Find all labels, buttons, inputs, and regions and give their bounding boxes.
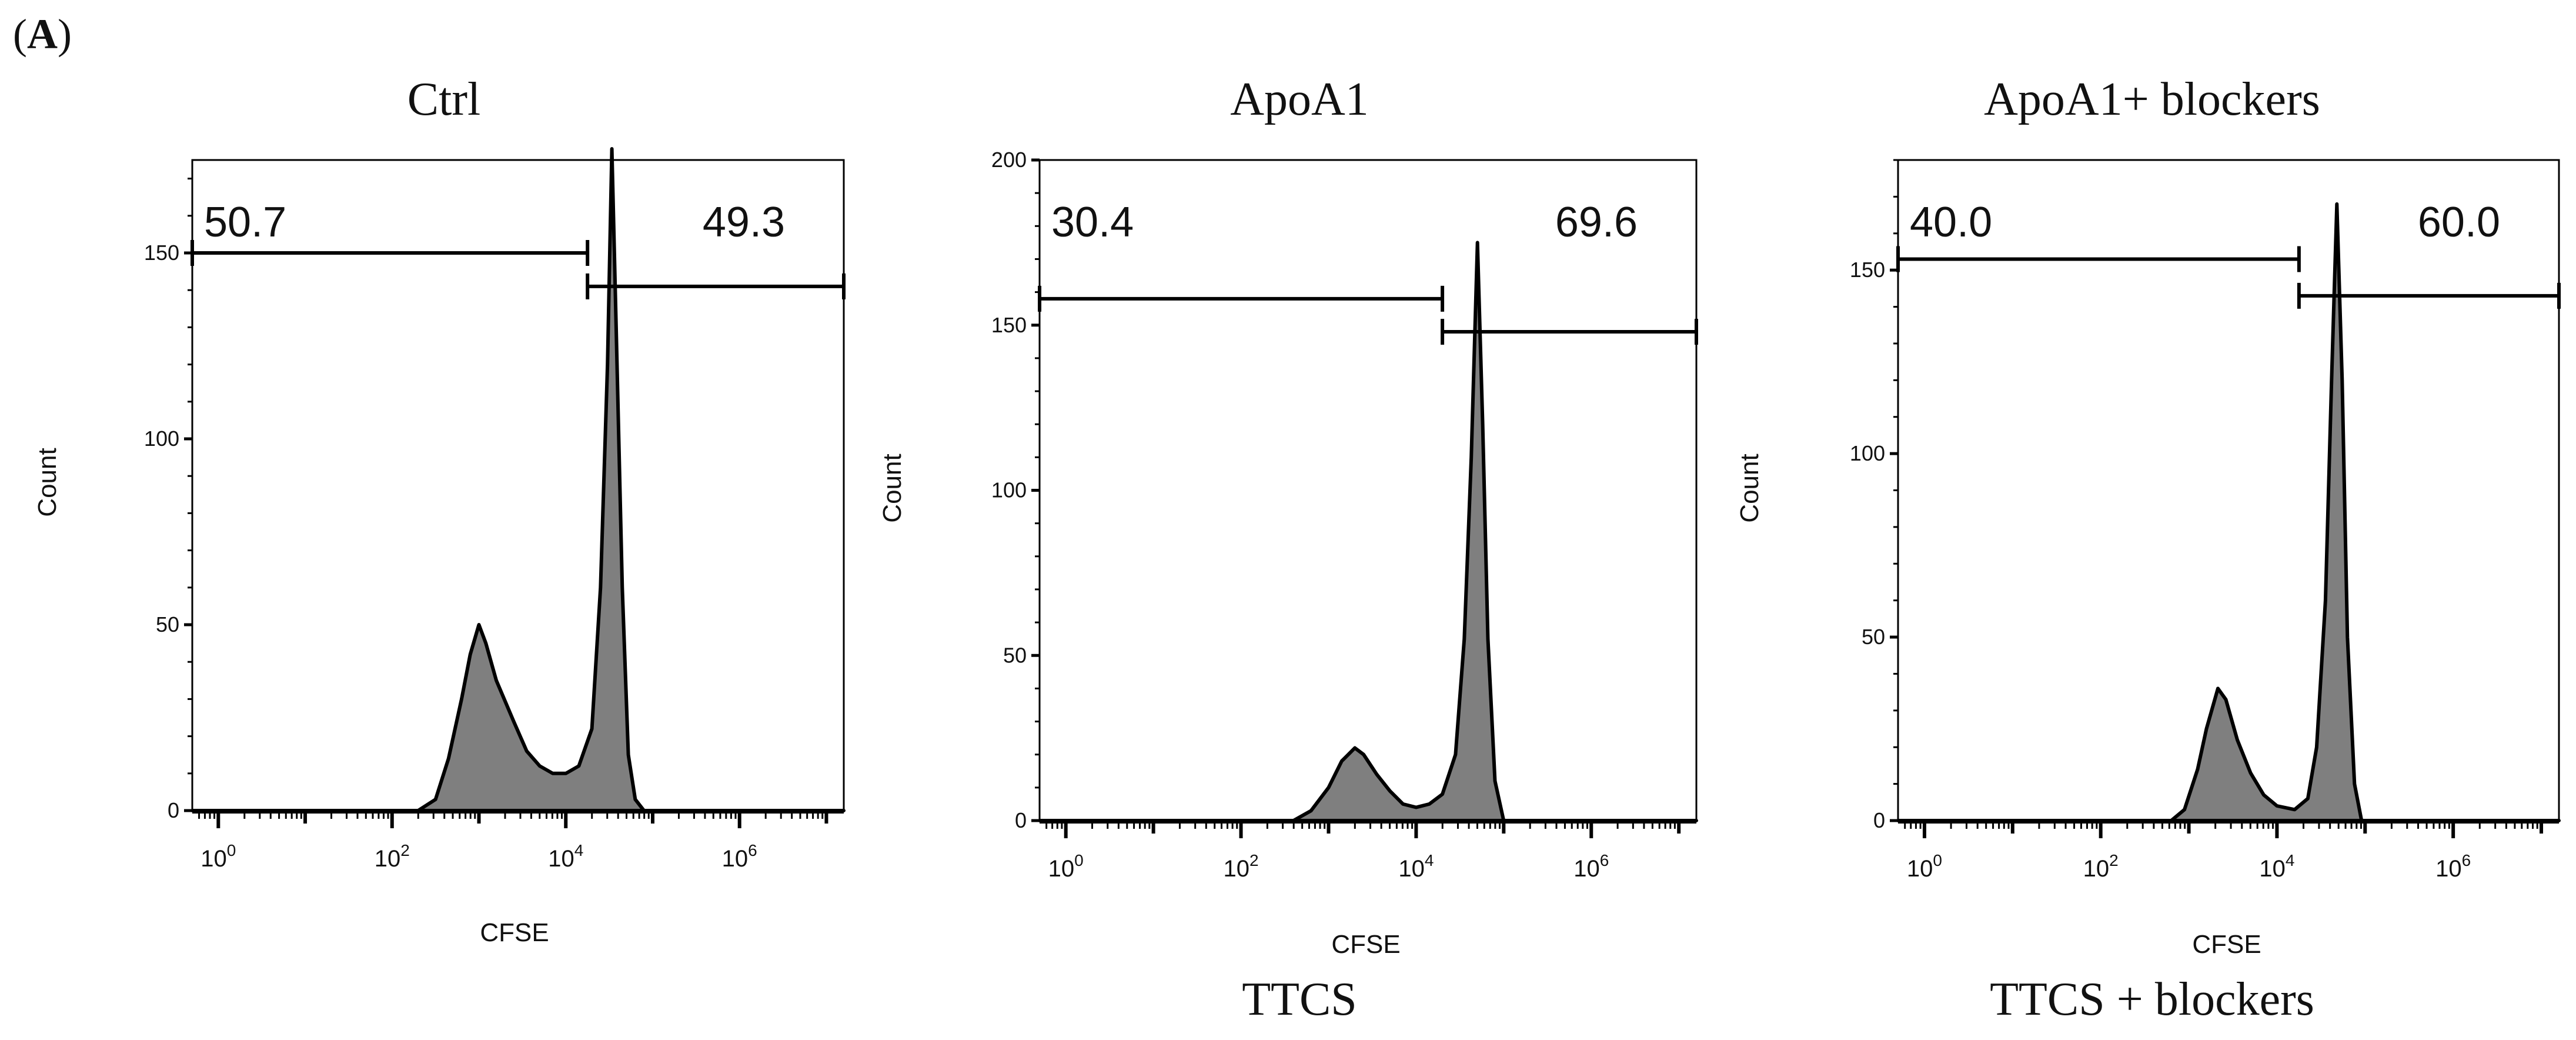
gate-label: 30.4 <box>1051 199 1134 246</box>
y-tick-label: 150 <box>1850 258 1885 282</box>
gate-label: 60.0 <box>2418 199 2500 246</box>
x-axis-label: CFSE <box>1331 930 1400 959</box>
x-tick-label: 106 <box>1573 851 1609 882</box>
plot-frame <box>1038 159 1698 822</box>
chart-title: Ctrl <box>407 74 480 125</box>
panel-apoa1-blockers: ApoA1+ blockers 0 50 100 150 100 102 104 106 40.… <box>1735 74 2561 1025</box>
chart-subtitle: TTCS + blockers <box>1990 974 2314 1025</box>
y-axis-label: Count <box>1735 454 1764 522</box>
y-tick-label: 50 <box>1862 625 1885 649</box>
x-tick-label: 104 <box>548 841 583 872</box>
chart-subtitle: TTCS <box>1242 974 1357 1025</box>
x-tick-label: 100 <box>1048 851 1084 882</box>
x-tick-label: 102 <box>2083 851 2119 882</box>
x-tick-label: 104 <box>1398 851 1434 882</box>
y-tick-label: 0 <box>168 798 179 822</box>
x-tick-label: 106 <box>722 841 757 872</box>
gate-label: 49.3 <box>703 199 785 246</box>
y-tick-label: 0 <box>1015 808 1027 832</box>
y-tick-label: 200 <box>991 148 1027 172</box>
gate-label: 40.0 <box>1910 199 1992 246</box>
x-axis-label: CFSE <box>480 918 549 947</box>
y-tick-label: 150 <box>144 241 179 265</box>
gate-label: 50.7 <box>204 199 286 246</box>
y-tick-label: 100 <box>991 478 1027 502</box>
histogram-area <box>1038 241 1698 822</box>
y-tick-label: 50 <box>1003 643 1027 667</box>
x-tick-label: 102 <box>1224 851 1259 882</box>
x-tick-label: 104 <box>2259 851 2294 882</box>
panel-ctrl: Ctrl 0 50 100 150 100 102 104 106 50.7 49.3 Count… <box>33 74 846 947</box>
panel-apoa1: ApoA1 0 50 100 150 200 100 102 104 106 30.4 69.6 C… <box>878 74 1698 1025</box>
y-tick-label: 0 <box>1873 808 1885 832</box>
y-tick-label: 50 <box>156 612 179 636</box>
y-tick-label: 150 <box>991 313 1027 337</box>
y-tick-label: 100 <box>144 426 179 451</box>
y-axis-label: Count <box>33 448 62 516</box>
chart-title: ApoA1+ blockers <box>1984 74 2320 125</box>
x-tick-label: 100 <box>1907 851 1942 882</box>
histogram-area <box>191 147 846 812</box>
x-tick-label: 102 <box>375 841 410 872</box>
y-tick-label: 100 <box>1850 441 1885 465</box>
panel-label: (A) <box>13 11 72 58</box>
chart-title: ApoA1 <box>1230 74 1369 125</box>
gate-label: 69.6 <box>1555 199 1638 246</box>
x-axis-label: CFSE <box>2192 930 2261 959</box>
x-tick-label: 106 <box>2435 851 2471 882</box>
plot-frame <box>191 159 845 812</box>
x-tick-label: 100 <box>201 841 236 872</box>
y-axis-label: Count <box>878 454 907 522</box>
histogram-area <box>1896 202 2561 822</box>
